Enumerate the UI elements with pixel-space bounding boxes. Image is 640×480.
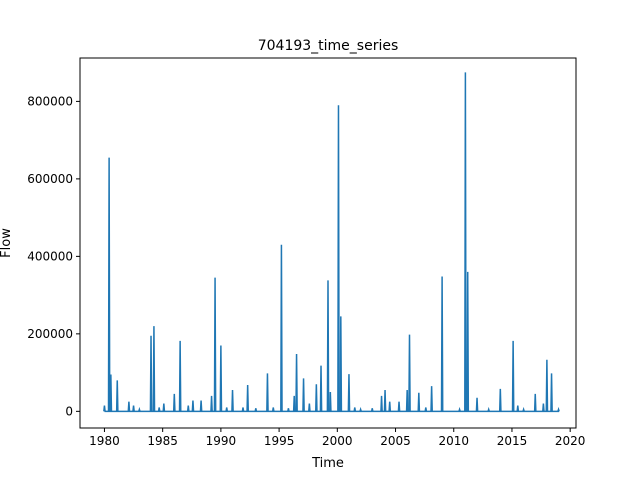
data-point-peak (132, 405, 135, 412)
data-point-peak (186, 405, 190, 412)
data-point-peak (397, 401, 401, 412)
y-tick-label: 600000 (27, 172, 73, 186)
y-tick-label: 200000 (27, 327, 73, 341)
data-point-peak (328, 391, 332, 412)
data-point-peak (466, 271, 470, 412)
data-point-peak (172, 393, 176, 412)
data-point-peak (138, 406, 141, 412)
data-point-peak (440, 276, 444, 412)
data-point-peak (347, 374, 351, 412)
x-tick-label: 1980 (89, 434, 120, 448)
data-point-peak (295, 353, 298, 412)
data-point-peak (266, 373, 269, 412)
plot-area (103, 72, 560, 413)
data-point-peak (339, 316, 343, 412)
x-tick-label: 1985 (147, 434, 178, 448)
data-point-peak (370, 408, 374, 412)
data-point-peak (545, 359, 549, 412)
data-point-peak (522, 406, 525, 412)
plot-frame (79, 57, 577, 429)
data-point-peak (157, 407, 161, 412)
data-point-peak (550, 373, 553, 412)
data-point-peak (199, 400, 203, 412)
x-tick-label: 2000 (322, 434, 353, 448)
data-point-peak (271, 407, 275, 412)
data-point-peak (109, 374, 113, 412)
data-point-peak (408, 334, 411, 412)
data-point-peak (430, 386, 433, 412)
data-point-peak (107, 157, 111, 412)
data-point-peak (231, 390, 234, 412)
y-tick-label: 0 (65, 404, 73, 418)
data-point-peak (424, 407, 428, 412)
data-point-peak (319, 365, 323, 412)
data-point-peak (115, 380, 119, 412)
data-point-peak (191, 400, 195, 412)
data-point-peak (162, 403, 166, 412)
data-point-peak (487, 406, 490, 412)
data-point-peak (542, 403, 545, 412)
data-point-peak (337, 105, 340, 412)
x-tick-label: 1995 (264, 434, 295, 448)
data-point-peak (246, 384, 250, 412)
x-tick-label: 2005 (380, 434, 411, 448)
data-point-peak (359, 406, 362, 412)
y-axis-label: Flow (0, 228, 14, 258)
data-point-peak (152, 326, 156, 412)
data-point-peak (210, 395, 213, 412)
data-point-peak (326, 280, 330, 412)
data-point-peak (380, 395, 383, 412)
data-point-peak (405, 390, 409, 412)
data-point-peak (280, 244, 283, 412)
data-point-peak (127, 401, 131, 412)
data-point-peak (315, 384, 318, 412)
data-point-peak (516, 405, 520, 412)
data-point-peak (225, 407, 229, 412)
chart-title: 704193_time_series (258, 38, 399, 54)
data-point-peak (213, 277, 217, 412)
y-tick-label: 400000 (27, 249, 73, 263)
x-axis: 1980 1985 1990 1995 2000 2005 2010 2015 2020 (89, 428, 585, 448)
data-point-peak (353, 407, 357, 412)
data-point-peak (149, 335, 153, 412)
data-point-peak (308, 403, 311, 412)
x-tick-label: 2010 (438, 434, 469, 448)
data-point-peak (475, 397, 479, 412)
data-point-peak (511, 340, 515, 412)
data-point-peak (417, 392, 421, 412)
data-point-peak (103, 405, 106, 412)
x-tick-label: 2015 (497, 434, 528, 448)
data-point-peak (383, 390, 387, 412)
data-point-peak (219, 345, 223, 412)
data-point-peak (178, 340, 182, 412)
x-axis-label: Time (311, 456, 344, 471)
data-point-peak (458, 406, 461, 412)
x-tick-label: 2020 (555, 434, 586, 448)
data-point-peak (302, 378, 305, 412)
series-line (103, 72, 560, 413)
y-tick-label: 800000 (27, 94, 73, 108)
data-point-peak (557, 406, 560, 412)
data-point-peak (287, 408, 290, 412)
data-point-peak (254, 408, 258, 412)
data-point-peak (498, 388, 502, 412)
data-point-peak (388, 401, 392, 412)
data-point-peak (533, 393, 537, 412)
data-point-peak (292, 395, 296, 412)
data-point-peak (241, 407, 245, 412)
data-point-peak (464, 72, 467, 412)
y-axis: 0 200000 400000 600000 800000 (27, 94, 80, 418)
x-tick-label: 1990 (206, 434, 237, 448)
